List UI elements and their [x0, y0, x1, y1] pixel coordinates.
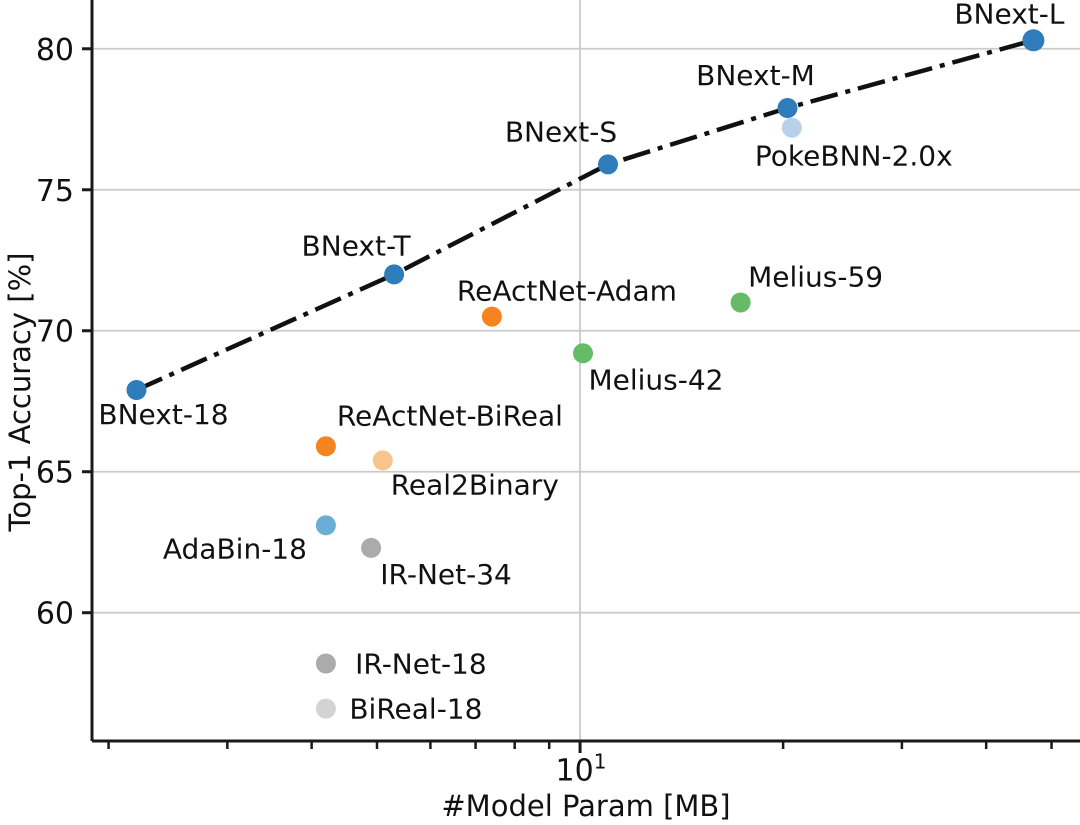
x-axis-title: #Model Param [MB] — [441, 789, 731, 823]
x-tick-exponent: 1 — [593, 749, 607, 774]
y-axis-title: Top-1 Accuracy [%] — [3, 252, 37, 532]
data-point-label: Melius-59 — [748, 261, 883, 294]
data-point-bnext-m — [777, 98, 798, 118]
data-point-label: BNext-L — [954, 0, 1065, 30]
data-point-label: BiReal-18 — [349, 693, 482, 726]
x-axis-tick-label: 101 — [556, 750, 607, 789]
y-tick-label: 70 — [36, 315, 74, 350]
data-point-label: BNext-18 — [98, 398, 228, 431]
data-point-reactnet-bireal — [315, 436, 336, 457]
data-point-label: BNext-S — [505, 115, 617, 148]
y-tick-label: 75 — [36, 174, 74, 209]
data-point-label: AdaBin-18 — [163, 532, 307, 565]
data-point-label: ReActNet-BiReal — [337, 399, 563, 432]
data-point-melius-42 — [573, 343, 593, 364]
data-point-label: IR-Net-34 — [380, 558, 512, 591]
data-point-melius-59 — [730, 292, 751, 313]
data-point-bireal-18 — [315, 698, 336, 719]
data-point-reactnet-adam — [481, 306, 502, 327]
data-point-bnext-s — [598, 154, 618, 175]
bnext-trend-line — [135, 38, 1034, 393]
data-point-real2binary — [372, 450, 393, 471]
data-point-label: BNext-M — [696, 59, 815, 92]
data-point-label: PokeBNN-2.0x — [755, 140, 953, 173]
data-point-label: ReActNet-Adam — [457, 275, 677, 308]
data-point-pokebnn-2-0x — [781, 117, 802, 138]
x-tick-base: 10 — [555, 753, 594, 789]
data-point-bnext-t — [384, 264, 405, 285]
data-point-ir-net-34 — [361, 537, 382, 558]
y-tick-label: 80 — [36, 33, 74, 68]
data-point-ir-net-18 — [315, 653, 336, 674]
y-tick-label: 60 — [36, 597, 74, 632]
data-point-bnext-18 — [126, 380, 147, 400]
data-point-label: BNext-T — [302, 229, 412, 262]
data-point-label: Melius-42 — [588, 363, 723, 396]
data-point-adabin-18 — [315, 515, 336, 536]
y-tick-label: 65 — [36, 456, 74, 491]
data-point-bnext-l — [1022, 29, 1045, 52]
data-point-label: Real2Binary — [391, 468, 559, 501]
data-point-label: IR-Net-18 — [355, 648, 487, 681]
